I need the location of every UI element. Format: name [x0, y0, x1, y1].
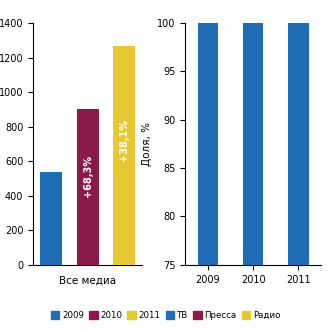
Bar	[77, 109, 99, 265]
Text: +38,1%: +38,1%	[119, 119, 129, 161]
Bar	[113, 46, 135, 265]
Bar	[288, 0, 308, 265]
Y-axis label: Доля, %: Доля, %	[142, 122, 152, 166]
Bar	[40, 172, 62, 265]
X-axis label: Все медиа: Все медиа	[59, 275, 116, 285]
Bar	[198, 0, 218, 265]
Bar	[243, 0, 263, 265]
Text: +68,3%: +68,3%	[83, 155, 93, 197]
Legend: 2009, 2010, 2011, ТВ, Пресса, Радио: 2009, 2010, 2011, ТВ, Пресса, Радио	[47, 307, 284, 323]
